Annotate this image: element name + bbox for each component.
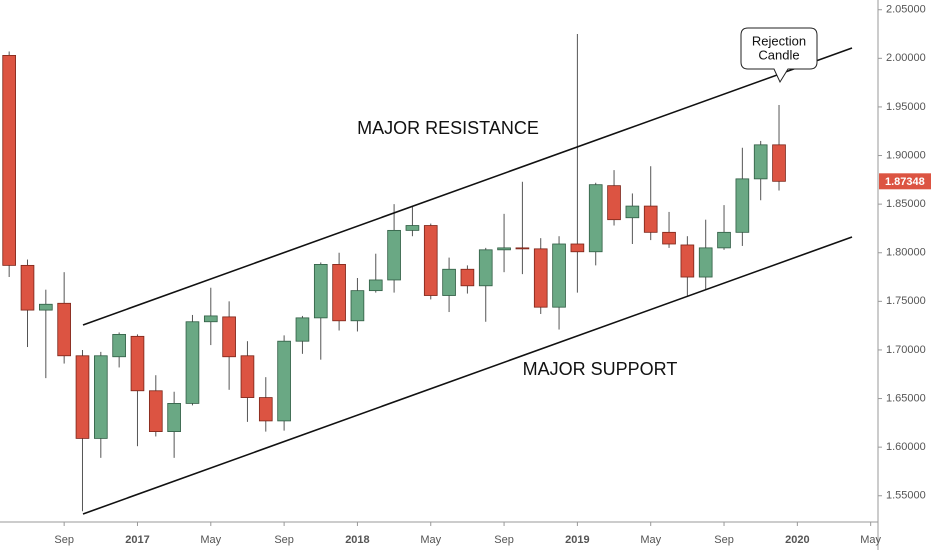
candle-body	[387, 229, 401, 281]
candle-body	[203, 315, 218, 323]
candle-body	[680, 244, 695, 278]
y-tick-label: 1.70000	[886, 344, 926, 356]
y-tick-label: 1.55000	[886, 490, 926, 502]
callout-box	[740, 27, 818, 84]
x-tick-label: May	[860, 534, 881, 546]
x-tick-label: 2020	[785, 534, 809, 546]
candle-body	[185, 321, 200, 404]
callout-text: Rejection	[752, 33, 806, 48]
x-tick-label: 2017	[125, 534, 149, 546]
candle-body	[332, 264, 346, 322]
support-line	[82, 236, 853, 515]
price-label: 1.87348	[885, 176, 925, 188]
candle-body	[313, 264, 328, 319]
candle-body	[277, 340, 291, 422]
resistance-line	[82, 47, 853, 326]
candle-body	[607, 185, 621, 221]
price-label-bg	[879, 173, 931, 190]
candle-body	[643, 205, 658, 233]
candle-body	[717, 231, 731, 249]
candle-body	[478, 249, 493, 287]
candle-body	[552, 243, 566, 308]
resistance-label: MAJOR RESISTANCE	[357, 118, 539, 138]
x-tick-label: May	[640, 534, 661, 546]
y-tick-label: 1.60000	[886, 441, 926, 453]
y-tick-label: 1.75000	[886, 295, 926, 307]
x-tick-label: May	[420, 534, 441, 546]
candle-body	[735, 178, 750, 233]
callout-text: Candle	[758, 47, 799, 62]
candle-body	[662, 231, 676, 245]
x-tick-label: Sep	[714, 534, 734, 546]
x-tick-label: May	[200, 534, 221, 546]
candle-body	[405, 225, 420, 231]
candle-body	[350, 290, 365, 322]
candle-body	[442, 268, 456, 296]
candle-body	[460, 268, 475, 287]
x-tick-label: 2018	[345, 534, 369, 546]
y-tick-label: 2.05000	[886, 4, 926, 16]
candle-body	[753, 144, 768, 180]
x-tick-label: 2019	[565, 534, 589, 546]
y-tick-label: 1.80000	[886, 247, 926, 259]
x-tick-label: Sep	[54, 534, 74, 546]
candle-body	[75, 355, 90, 439]
candle-body	[423, 225, 438, 296]
candle-body	[2, 55, 16, 266]
candle-body	[295, 317, 310, 342]
candle-body	[20, 264, 35, 311]
candle-body	[222, 316, 236, 358]
candle-body	[258, 397, 273, 422]
candle-body	[588, 184, 603, 253]
candle-body	[240, 355, 255, 398]
candle-body	[57, 302, 71, 357]
x-tick-label: Sep	[274, 534, 294, 546]
candle-body	[533, 248, 548, 308]
candle-body	[167, 403, 181, 432]
support-label: MAJOR SUPPORT	[523, 359, 678, 379]
y-tick-label: 2.00000	[886, 52, 926, 64]
candle-body	[148, 390, 163, 432]
candle-body	[130, 335, 145, 392]
candle-body	[497, 247, 511, 251]
candle-body	[39, 303, 53, 311]
y-tick-label: 1.65000	[886, 392, 926, 404]
candle-body	[515, 247, 530, 250]
candle-body	[112, 333, 126, 358]
y-tick-label: 1.90000	[886, 149, 926, 161]
candle-body	[93, 355, 108, 439]
y-tick-label: 1.95000	[886, 101, 926, 113]
candle-body	[368, 279, 383, 292]
candle-body	[698, 247, 713, 278]
candle-body	[625, 205, 640, 219]
x-tick-label: Sep	[494, 534, 514, 546]
y-tick-label: 1.85000	[886, 198, 926, 210]
candle-body	[772, 144, 786, 182]
candle-body	[570, 243, 585, 253]
